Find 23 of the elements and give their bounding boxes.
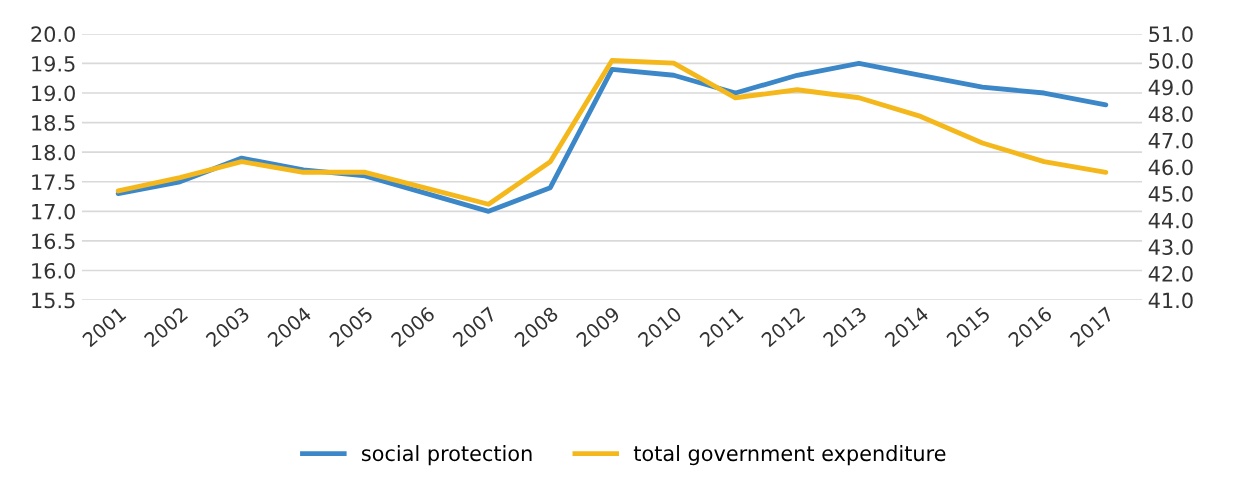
- y2-tick-label: 48.0: [1148, 106, 1193, 122]
- y-tick-label: 20.0: [31, 26, 75, 43]
- y-tick-label: 17.5: [32, 174, 75, 190]
- y-tick-label: 18.5: [32, 115, 75, 131]
- y-tick-label: 19.0: [32, 85, 75, 102]
- legend-label: social protection: [361, 445, 532, 466]
- y2-tick-label: 46.0: [1148, 159, 1193, 176]
- y2-tick-label: 44.0: [1148, 212, 1193, 229]
- y2-tick-label: 43.0: [1148, 239, 1193, 256]
- y-tick-label: 19.5: [32, 55, 75, 72]
- y2-tick-label: 49.0: [1148, 79, 1193, 96]
- legend-label: total government expenditure: [633, 445, 946, 466]
- y-tick-label: 15.5: [32, 292, 75, 309]
- y-tick-label: 18.0: [32, 144, 75, 161]
- y2-tick-label: 51.0: [1149, 26, 1193, 43]
- y2-tick-label: 50.0: [1149, 52, 1193, 69]
- y2-tick-label: 42.0: [1148, 265, 1193, 282]
- y-tick-label: 16.5: [32, 233, 75, 250]
- y2-tick-label: 47.0: [1148, 132, 1193, 149]
- y2-tick-label: 41.0: [1148, 292, 1193, 309]
- y-tick-label: 16.0: [32, 262, 75, 279]
- y2-tick-label: 45.0: [1148, 186, 1193, 202]
- y-tick-label: 17.0: [32, 203, 75, 220]
